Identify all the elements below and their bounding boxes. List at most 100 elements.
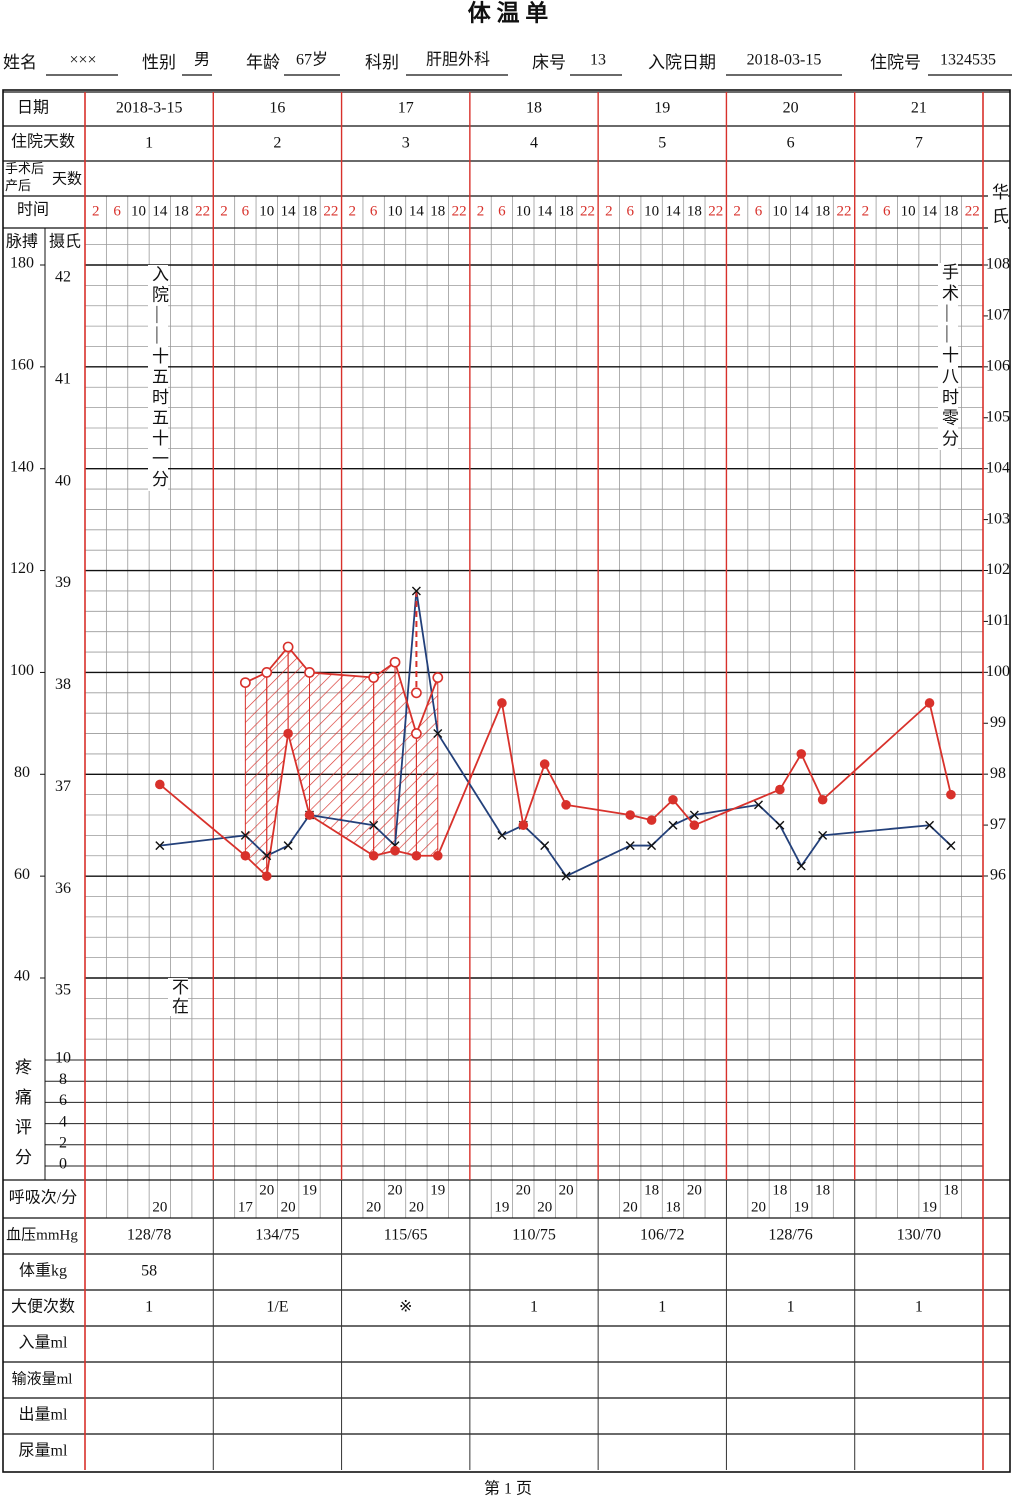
circle-mark [239,677,251,689]
sheet-title: 体 温 单 [468,0,549,25]
date: 17 [398,100,414,117]
circle-mark [389,656,401,668]
series-connector [159,834,246,847]
time-label: 6 [883,203,891,219]
time-label: 18 [815,203,830,219]
stool: 1 [658,1299,666,1316]
circle-mark [261,667,273,678]
respiration-value: 20 [409,1199,424,1215]
field-value: 肝胆外科 [426,51,490,69]
time-label: 18 [174,203,189,219]
circle-mark [304,667,315,678]
time-label: 10 [901,203,916,219]
temperature-mark [754,800,763,810]
field-label: 年龄 [246,53,280,72]
date: 19 [654,100,670,117]
temperature-mark [561,871,571,881]
temperature-mark [946,841,956,851]
pain-tick-label: 6 [59,1092,67,1109]
series-connector [394,590,418,846]
time-label: 14 [409,203,425,219]
pulse-mark [283,728,293,739]
pulse-tick-label: 140 [10,458,34,475]
field-value: 2018-03-15 [747,52,822,69]
time-label: 10 [259,203,274,219]
fahrenheit-tick-label: 99 [990,714,1006,731]
temperature-mark [818,830,828,840]
respiration-value: 20 [281,1199,296,1215]
pulse-tick-label: 60 [14,866,30,883]
time-label: 18 [430,203,445,219]
hospital-day: 3 [402,135,410,152]
pulse-mark [518,820,529,831]
time-label: 6 [113,203,121,219]
axis-title: 脉搏 [6,233,38,251]
temperature-mark [540,841,550,851]
series-connector [543,845,567,877]
series-connector [436,702,503,857]
series-connector [543,763,567,806]
respiration-value: 20 [516,1182,531,1198]
time-label: 14 [537,203,553,219]
row-label: 时间 [17,201,49,219]
blood-pressure: 110/75 [512,1227,556,1244]
pulse-mark [368,850,379,861]
series-connector [822,702,931,801]
respiration-value: 18 [943,1182,958,1198]
respiration-value: 18 [665,1199,680,1215]
fahrenheit-tick-label: 104 [986,459,1010,476]
row-label: 尿量ml [19,1442,68,1460]
hospital-day: 6 [787,135,795,152]
blood-pressure: 134/75 [255,1227,299,1244]
pulse-mark [924,698,935,708]
weight: 58 [141,1263,157,1280]
series-connector [501,702,525,826]
field-value: 13 [590,52,606,69]
respiration-value: 18 [772,1182,787,1198]
blood-pressure: 128/76 [768,1227,812,1244]
temperature-mark [647,841,657,851]
time-label: 22 [708,203,723,219]
respiration-value: 20 [537,1199,552,1215]
row-label: 出量ml [19,1406,68,1424]
temperature-mark [240,830,250,840]
pulse-tick-label: 100 [10,662,34,679]
temperature-mark [668,820,678,830]
series-connector [287,646,311,674]
time-label: 6 [242,203,250,219]
time-label: 14 [922,203,938,219]
field-value: ××× [69,52,96,69]
stool: 1/E [266,1299,288,1316]
hospital-day: 5 [658,135,666,152]
time-label: 18 [559,203,574,219]
pulse-mark [817,794,828,805]
respiration-value: 19 [302,1182,317,1198]
date: 2018-3-15 [116,100,183,117]
time-label: 2 [733,203,741,219]
time-label: 2 [92,203,100,219]
temperature-mark [625,841,635,851]
series-connector [244,855,268,877]
series-connector [650,799,674,821]
series-connector [822,824,930,837]
respiration-value: 20 [559,1182,574,1198]
fahrenheit-tick-label: 107 [986,307,1010,324]
time-label: 22 [452,203,467,219]
pulse-mark [625,810,636,820]
celsius-tick-label: 37 [55,778,71,795]
pulse-mark [240,850,251,861]
date: 21 [911,100,927,117]
time-label: 22 [580,203,595,219]
pulse-mark [155,779,165,790]
stool: 1 [530,1299,538,1316]
pain-tick-label: 0 [59,1156,67,1173]
pain-tick-label: 4 [59,1113,67,1130]
temperature-mark [155,841,165,851]
pulse-tick-label: 180 [10,255,34,272]
time-label: 6 [498,203,506,219]
respiration-value: 18 [815,1182,830,1198]
series-connector [415,677,439,734]
celsius-tick-label: 39 [55,574,71,591]
series-connector [779,753,803,791]
time-label: 22 [323,203,338,219]
